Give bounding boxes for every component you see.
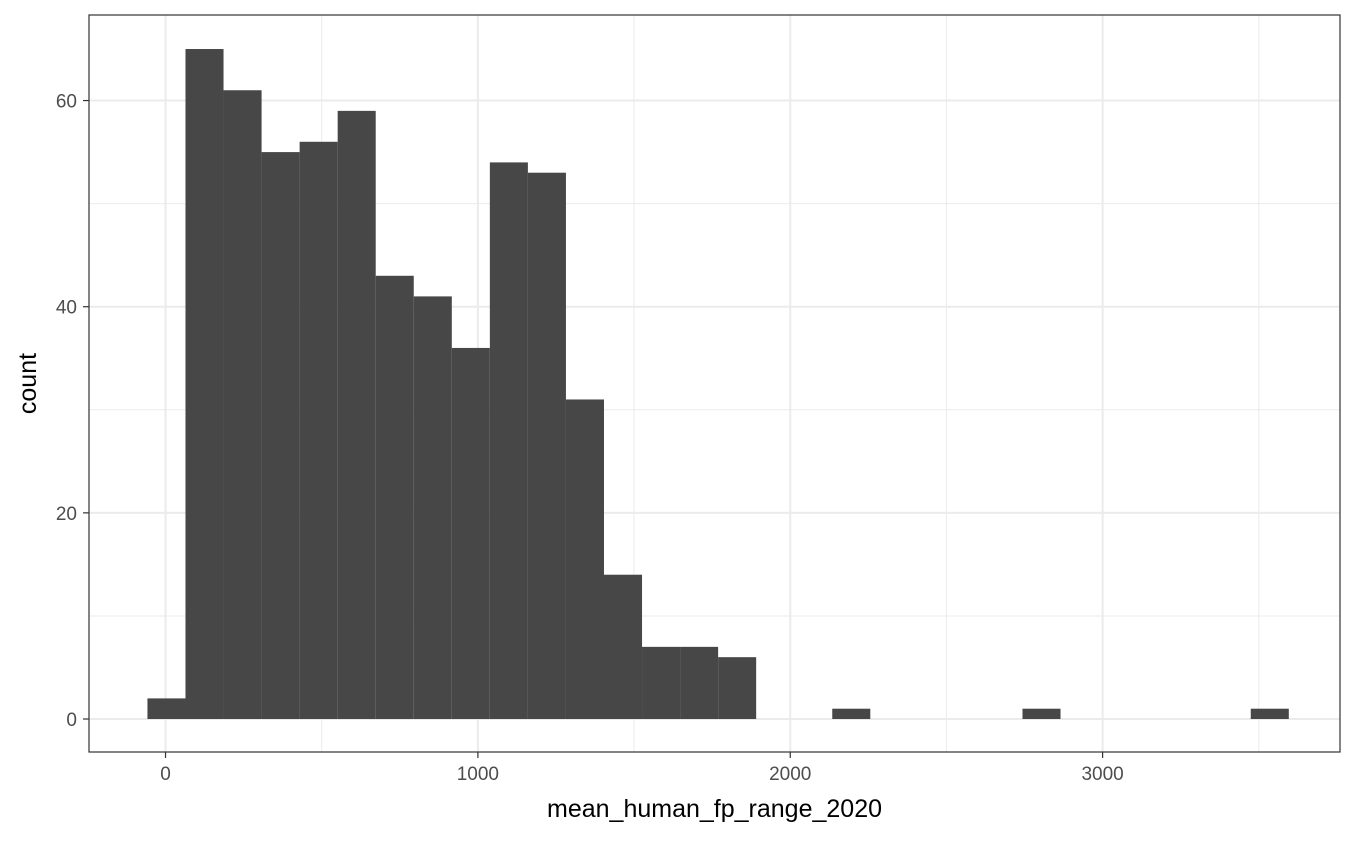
histogram-bar	[261, 152, 300, 720]
y-tick-label: 40	[56, 298, 77, 319]
x-tick-label: 3000	[1081, 764, 1123, 785]
axis-ticks	[83, 99, 1104, 758]
histogram-bars	[147, 49, 1289, 720]
y-tick-label: 20	[56, 504, 77, 525]
histogram-bar	[375, 275, 414, 720]
histogram-bar	[299, 141, 338, 720]
y-axis-title: count	[14, 353, 42, 414]
axis-tick-labels: 0 1000 2000 3000 0 20 40 60	[56, 92, 1124, 785]
x-tick-label: 0	[160, 764, 171, 785]
major-gridlines	[89, 15, 1340, 752]
histogram-bar	[185, 49, 224, 720]
histogram-bar	[413, 296, 452, 720]
histogram-bar	[223, 90, 262, 720]
y-tick-label: 0	[66, 710, 77, 731]
y-tick-label: 60	[56, 92, 77, 113]
histogram-bar	[603, 574, 643, 720]
x-axis-title: mean_human_fp_range_2020	[547, 795, 882, 823]
histogram-bar	[489, 162, 528, 720]
histogram-bar	[337, 110, 376, 720]
histogram-bar	[680, 646, 719, 720]
histogram-bar	[1022, 708, 1061, 720]
histogram-bar	[527, 172, 566, 720]
histogram-bar	[832, 708, 871, 720]
histogram-bar	[147, 698, 186, 720]
plot-panel-border	[88, 14, 1341, 753]
x-tick-label: 2000	[769, 764, 811, 785]
histogram-bar	[718, 657, 757, 720]
histogram-bar	[451, 347, 490, 720]
histogram-bar	[1250, 708, 1289, 720]
histogram-bar	[642, 646, 681, 720]
x-tick-label: 1000	[457, 764, 499, 785]
minor-gridlines	[89, 15, 1340, 752]
histogram-bar	[565, 399, 604, 720]
